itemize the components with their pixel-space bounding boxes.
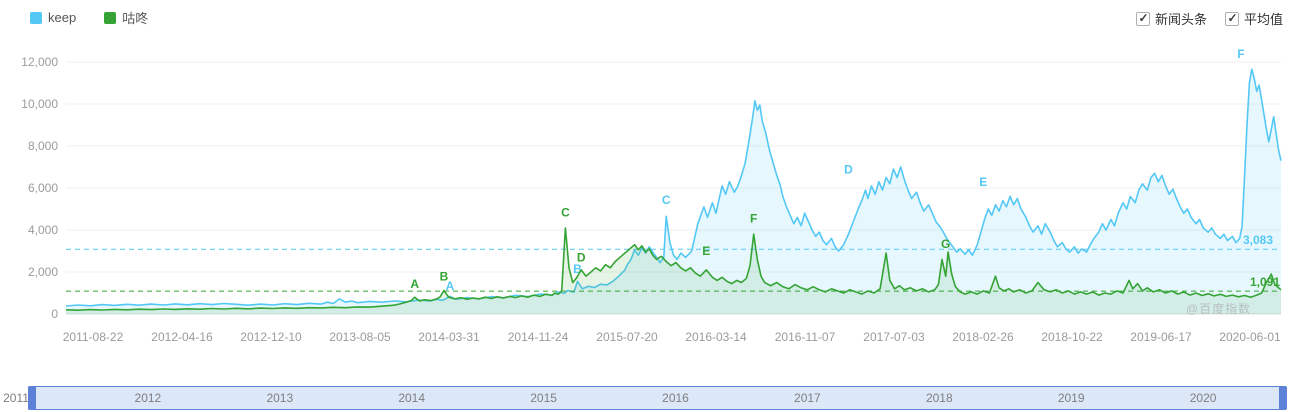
news-marker-keep-E[interactable]: E (979, 175, 987, 189)
news-marker-gudong-D[interactable]: D (577, 251, 586, 265)
y-tick-label: 0 (51, 307, 58, 321)
news-marker-gudong-G[interactable]: G (941, 237, 950, 251)
timeline-year-label: 2019 (1057, 391, 1085, 405)
timeline-year-label: 2011 (3, 391, 29, 405)
x-tick-label: 2011-08-22 (62, 330, 124, 344)
legend-item-keep[interactable]: keep (30, 10, 76, 25)
x-tick-label: 2014-03-31 (418, 330, 480, 344)
timeline-year-label: 2020 (1189, 391, 1217, 405)
chart-options: 新闻头条 平均值 (1135, 9, 1283, 28)
x-tick-label: 2020-06-01 (1219, 330, 1281, 344)
average-value-keep: 3,083 (1242, 233, 1273, 248)
news-marker-keep-D[interactable]: D (844, 162, 853, 176)
x-tick-label: 2016-11-07 (774, 330, 836, 344)
y-tick-label: 6,000 (27, 181, 58, 195)
timeline-year-label: 2018 (925, 391, 953, 405)
x-tick-label: 2016-03-14 (685, 330, 747, 344)
legend-swatch-gudong-icon (104, 11, 117, 24)
legend-swatch-keep-icon (30, 11, 42, 24)
news-marker-gudong-E[interactable]: E (702, 244, 710, 258)
average-value-gudong: 1,091 (1249, 275, 1280, 290)
news-marker-keep-C[interactable]: C (662, 193, 671, 207)
news-headlines-toggle[interactable]: 新闻头条 (1135, 9, 1207, 28)
brush-handle-left[interactable] (28, 386, 36, 410)
legend: keep 咕咚 (30, 8, 148, 27)
x-tick-label: 2012-12-10 (240, 330, 302, 344)
x-tick-label: 2014-11-24 (507, 330, 569, 344)
timeline-year-label: 2017 (794, 391, 821, 405)
x-axis: 2011-08-22 2012-04-16 2012-12-10 2013-08-05… (0, 330, 1293, 346)
checkbox-checked-icon[interactable] (1135, 11, 1150, 26)
timeline-year-label: 2013 (266, 391, 294, 405)
news-marker-keep-F[interactable]: F (1237, 47, 1244, 61)
timeline-year-label: 2014 (398, 391, 426, 405)
news-marker-keep-B[interactable]: B (573, 262, 582, 276)
news-marker-gudong-A[interactable]: A (410, 277, 419, 291)
legend-label-gudong: 咕咚 (122, 11, 149, 26)
y-tick-label: 2,000 (27, 265, 58, 279)
news-marker-keep-A[interactable]: A (446, 279, 455, 293)
y-tick-label: 10,000 (21, 97, 58, 111)
news-marker-gudong-F[interactable]: F (750, 212, 757, 226)
news-marker-gudong-B[interactable]: B (440, 269, 449, 283)
timeline-year-label: 2016 (662, 391, 689, 405)
y-tick-label: 12,000 (21, 55, 58, 69)
timeline-year-label: 2012 (134, 391, 162, 405)
legend-item-gudong[interactable]: 咕咚 (104, 8, 148, 27)
y-tick-label: 4,000 (27, 223, 58, 237)
y-tick-label: 8,000 (27, 139, 58, 153)
x-tick-label: 2015-07-20 (596, 330, 658, 344)
watermark: @百度指数 (1186, 302, 1252, 316)
timeline-brush[interactable]: 2011 2012 2013 2014 2015 2016 2017 2018 2019 2020 (3, 386, 1287, 410)
x-tick-label: 2013-08-05 (329, 330, 391, 344)
average-value-toggle[interactable]: 平均值 (1224, 9, 1283, 28)
x-tick-label: 2012-04-16 (151, 330, 213, 344)
average-value-label: 平均值 (1243, 12, 1283, 27)
y-axis: 0 2,000 4,000 6,000 8,000 10,000 12,000 (0, 0, 60, 330)
x-tick-label: 2017-07-03 (863, 330, 925, 344)
brush-handle-right[interactable] (1279, 386, 1287, 410)
news-marker-gudong-C[interactable]: C (561, 205, 570, 219)
checkbox-checked-icon[interactable] (1224, 11, 1239, 26)
legend-label-keep: keep (48, 10, 77, 25)
x-tick-label: 2018-10-22 (1041, 330, 1103, 344)
news-headlines-label: 新闻头条 (1154, 12, 1207, 27)
timeline-year-label: 2015 (530, 391, 557, 405)
x-tick-label: 2018-02-26 (952, 330, 1014, 344)
x-tick-label: 2019-06-17 (1130, 330, 1192, 344)
